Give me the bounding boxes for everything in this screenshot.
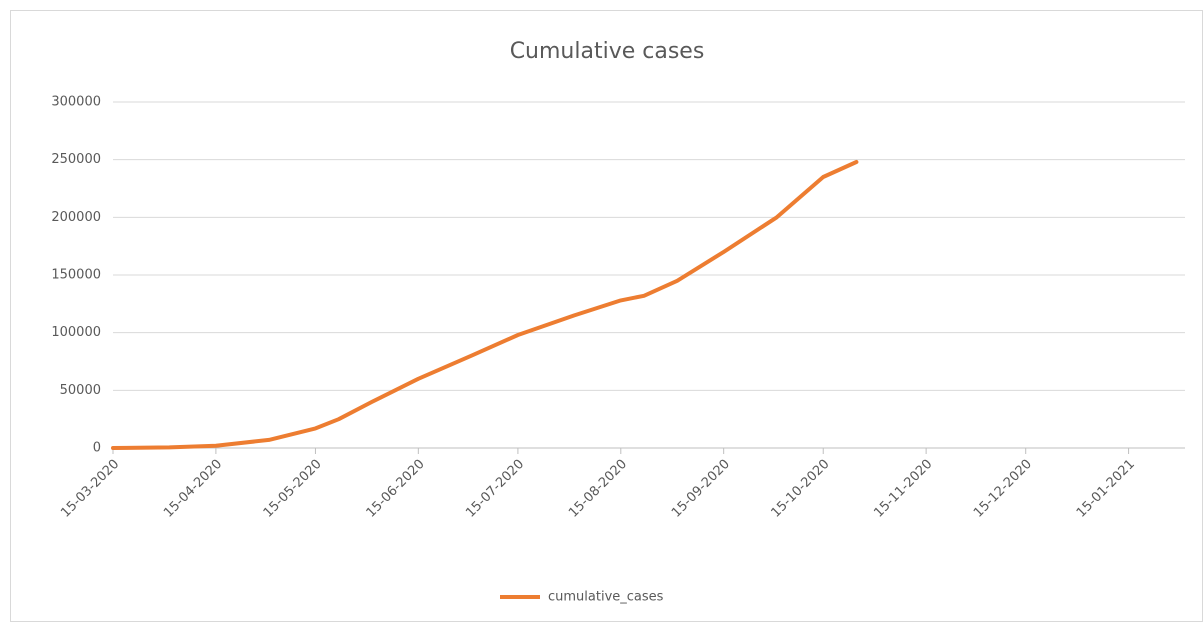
y-tick-label: 250000 [51, 152, 101, 167]
y-tick-label: 200000 [51, 210, 101, 225]
line-series [111, 160, 859, 450]
legend-label: cumulative_cases [548, 590, 664, 605]
y-tick-label: 0 [93, 441, 101, 456]
chart-border [10, 10, 1203, 622]
y-tick-label: 100000 [51, 325, 101, 340]
y-tick-label: 300000 [51, 95, 101, 110]
y-tick-label: 150000 [51, 268, 101, 283]
y-tick-label: 50000 [60, 383, 101, 398]
chart-title: Cumulative cases [510, 39, 705, 64]
